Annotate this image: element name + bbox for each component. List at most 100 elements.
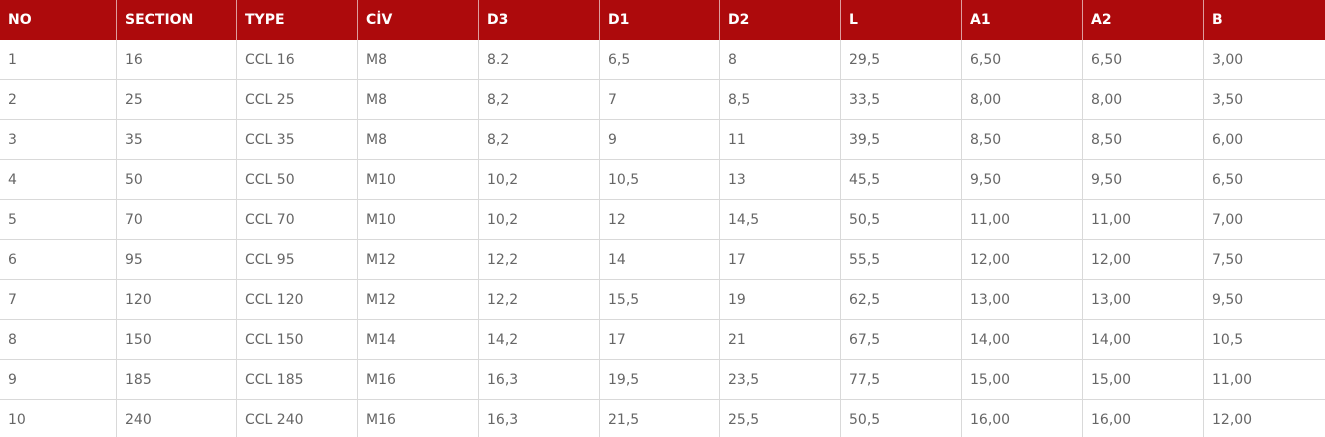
- table-cell: 6,50: [962, 40, 1083, 79]
- table-cell: 16,00: [1083, 400, 1204, 437]
- header-cell: SECTION: [117, 0, 237, 40]
- table-cell: 9: [0, 360, 117, 399]
- table-cell: 150: [117, 320, 237, 359]
- table-cell: 185: [117, 360, 237, 399]
- table-cell: 10,2: [479, 200, 600, 239]
- table-cell: 8,2: [479, 80, 600, 119]
- table-cell: 11,00: [1212, 371, 1253, 388]
- table-cell: 11,00: [962, 200, 1083, 239]
- table-cell: M12: [358, 240, 479, 279]
- table-cell: 6,5: [600, 40, 720, 79]
- table-cell: CCL 95: [237, 240, 358, 279]
- table-cell: 8: [0, 320, 117, 359]
- header-cell: D1: [600, 0, 720, 40]
- table-cell: 19: [720, 280, 841, 319]
- header-cell: D2: [720, 0, 841, 40]
- table-cell: 17: [600, 320, 720, 359]
- table-cell: 9: [600, 120, 720, 159]
- table-cell: 6,50: [1212, 171, 1244, 188]
- table-cell: 17: [720, 240, 841, 279]
- table-cell: 23,5: [720, 360, 841, 399]
- table-cell: M10: [358, 160, 479, 199]
- table-cell: 2: [0, 80, 117, 119]
- table-cell: 21: [720, 320, 841, 359]
- table-cell: CCL 120: [237, 280, 358, 319]
- table-cell: 39,5: [841, 120, 962, 159]
- table-cell: 12,2: [479, 240, 600, 279]
- table-cell: 67,5: [841, 320, 962, 359]
- table-row: 10 240 CCL 240 M16 16,3 21,5 25,5 50,5 16,00 16,0…: [0, 400, 1325, 437]
- header-cell: A2: [1083, 0, 1204, 40]
- table-cell: 25,5: [720, 400, 841, 437]
- table-cell: 25: [117, 80, 237, 119]
- table-cell: CCL 240: [237, 400, 358, 437]
- header-cell: D3: [479, 0, 600, 40]
- table-cell: 7: [0, 280, 117, 319]
- table-cell: 14: [600, 240, 720, 279]
- table-cell: 12,2: [479, 280, 600, 319]
- table-cell: M12: [358, 280, 479, 319]
- table-cell: 50,5: [841, 400, 962, 437]
- header-cell: TYPE: [237, 0, 358, 40]
- table-cell: 12,00: [1083, 240, 1204, 279]
- table-row: 9 185 CCL 185 M16 16,3 19,5 23,5 77,5 15,00 15,00…: [0, 360, 1325, 400]
- table-cell: 13,00: [962, 280, 1083, 319]
- table-cell: 16,00: [962, 400, 1083, 437]
- table-cell: 1: [0, 40, 117, 79]
- table-cell: 12,00: [1212, 411, 1253, 428]
- table-cell: 21,5: [600, 400, 720, 437]
- table-cell: 8.2: [479, 40, 600, 79]
- table-cell: 13,00: [1083, 280, 1204, 319]
- table-cell: 10,2: [479, 160, 600, 199]
- table-cell: 8,00: [962, 80, 1083, 119]
- table-cell: 7,00: [1212, 211, 1244, 228]
- table-cell: 14,5: [720, 200, 841, 239]
- table-row: 3 35 CCL 35 M8 8,2 9 11 39,5 8,50 8,50 6,00: [0, 120, 1325, 160]
- table-cell: 6,00: [1212, 131, 1244, 148]
- table-cell: 10,5: [1212, 331, 1244, 348]
- table-cell: 77,5: [841, 360, 962, 399]
- table-cell: 33,5: [841, 80, 962, 119]
- table-cell: 3,00: [1212, 51, 1244, 68]
- table-cell: M10: [358, 200, 479, 239]
- table-cell: CCL 35: [237, 120, 358, 159]
- header-cell: CİV: [358, 0, 479, 40]
- header-row: NO SECTION TYPE CİV D3 D1 D2 L A1 A2 B: [0, 0, 1325, 40]
- table-cell: 10,5: [600, 160, 720, 199]
- table-cell: 19,5: [600, 360, 720, 399]
- table-cell: 35: [117, 120, 237, 159]
- table-cell: 9,50: [1212, 291, 1244, 308]
- table-cell: 50,5: [841, 200, 962, 239]
- table-cell: 70: [117, 200, 237, 239]
- table-cell: M8: [358, 80, 479, 119]
- table-cell: 62,5: [841, 280, 962, 319]
- table-cell: CCL 70: [237, 200, 358, 239]
- table-row: 1 16 CCL 16 M8 8.2 6,5 8 29,5 6,50 6,50 3,00: [0, 40, 1325, 80]
- table-cell: 11,00: [1083, 200, 1204, 239]
- table-cell: 95: [117, 240, 237, 279]
- table-cell: M14: [358, 320, 479, 359]
- table-cell: 45,5: [841, 160, 962, 199]
- table-cell: 13: [720, 160, 841, 199]
- table-cell: 8,5: [720, 80, 841, 119]
- table-cell: 9,50: [1083, 160, 1204, 199]
- table-row: 7 120 CCL 120 M12 12,2 15,5 19 62,5 13,00 13,00 9,…: [0, 280, 1325, 320]
- table-cell: 3,50: [1212, 91, 1244, 108]
- table-cell: 120: [117, 280, 237, 319]
- table-cell: M8: [358, 120, 479, 159]
- table-cell: 6: [0, 240, 117, 279]
- table-cell: 10: [0, 400, 117, 437]
- table-cell: 240: [117, 400, 237, 437]
- table-cell: M16: [358, 400, 479, 437]
- table-cell: 6,50: [1083, 40, 1204, 79]
- table-cell: 50: [117, 160, 237, 199]
- table-cell: 12: [600, 200, 720, 239]
- header-cell: L: [841, 0, 962, 40]
- table-cell: 4: [0, 160, 117, 199]
- table-cell: 16,3: [479, 400, 600, 437]
- table-cell: 14,00: [962, 320, 1083, 359]
- table-cell: 29,5: [841, 40, 962, 79]
- table-cell: 3: [0, 120, 117, 159]
- table-cell: 14,00: [1083, 320, 1204, 359]
